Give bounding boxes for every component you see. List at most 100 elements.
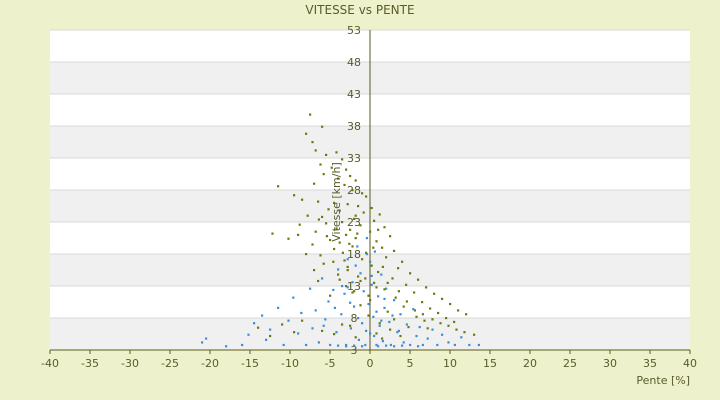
data-point	[343, 292, 346, 295]
x-tick-label: -25	[161, 357, 179, 370]
data-point	[431, 328, 434, 331]
plot-background	[50, 29, 690, 351]
data-point	[225, 345, 228, 348]
data-point	[343, 183, 346, 187]
data-point	[455, 328, 458, 331]
data-point	[277, 185, 280, 188]
data-point	[354, 179, 357, 182]
data-point	[361, 258, 364, 261]
data-point	[362, 211, 365, 214]
data-point	[429, 307, 432, 310]
data-point	[348, 242, 351, 245]
data-point	[437, 311, 440, 315]
data-point	[377, 228, 380, 231]
data-point	[465, 313, 468, 316]
x-tick-label: -35	[81, 357, 99, 370]
chart-title: VITESSE vs PENTE	[305, 3, 414, 17]
data-point	[305, 343, 308, 347]
data-point	[405, 283, 408, 286]
data-points	[201, 113, 480, 348]
data-point	[205, 337, 208, 340]
data-point	[271, 232, 274, 235]
data-point	[468, 343, 471, 347]
data-point	[349, 324, 352, 327]
data-point	[329, 343, 332, 347]
data-point	[337, 273, 340, 276]
data-point	[370, 206, 373, 210]
x-tick-label: 5	[407, 357, 414, 370]
data-point	[354, 264, 357, 267]
data-point	[349, 301, 352, 304]
data-point	[373, 281, 376, 284]
data-point	[396, 331, 399, 334]
y-tick-label: 33	[347, 152, 361, 165]
data-point	[402, 341, 405, 344]
data-point	[346, 203, 349, 206]
data-point	[367, 314, 370, 317]
x-axis-ticks: -40 -35 -30 -25 -20 -15 -10 -5 0 5 10 15 20 25 30 35 40	[41, 350, 697, 370]
x-tick-label: -15	[241, 357, 259, 370]
data-point	[369, 230, 372, 233]
y-tick-label: 8	[351, 312, 358, 325]
data-point	[353, 290, 356, 293]
x-axis-title: Pente [%]	[636, 374, 690, 387]
data-point	[297, 332, 300, 335]
data-point	[313, 182, 316, 185]
data-point	[337, 177, 340, 180]
data-point	[477, 343, 480, 347]
data-point	[407, 325, 410, 329]
data-point	[365, 237, 368, 240]
y-axis-title: Vitesse [km/h]	[330, 162, 343, 242]
data-point	[357, 317, 360, 320]
y-tick-label: 23	[347, 216, 361, 229]
data-point	[332, 260, 335, 263]
data-point	[415, 315, 418, 318]
data-point	[329, 238, 332, 242]
data-point	[441, 333, 444, 336]
data-point	[372, 315, 375, 318]
data-point	[353, 344, 356, 347]
data-point	[388, 320, 391, 324]
data-point	[297, 233, 300, 236]
data-point	[265, 338, 268, 341]
data-point	[314, 149, 317, 152]
data-point	[281, 323, 284, 326]
data-point	[359, 304, 362, 307]
data-point	[378, 324, 381, 327]
data-point	[415, 334, 418, 338]
data-point	[447, 324, 450, 327]
data-point	[343, 259, 346, 262]
data-point	[341, 323, 344, 326]
data-point	[313, 269, 316, 272]
data-point	[370, 264, 373, 267]
data-point	[346, 269, 349, 272]
data-point	[365, 329, 368, 332]
data-point	[405, 323, 408, 326]
data-point	[340, 313, 343, 316]
data-point	[364, 343, 367, 347]
data-point	[394, 296, 397, 299]
data-point	[361, 345, 364, 348]
data-point	[361, 322, 364, 325]
data-point	[354, 237, 357, 240]
data-point	[441, 297, 444, 300]
data-point	[393, 299, 396, 302]
data-point	[277, 306, 280, 309]
data-point	[381, 265, 384, 268]
data-point	[301, 319, 304, 322]
x-tick-label: 35	[643, 357, 657, 370]
x-tick-label: 30	[603, 357, 617, 370]
x-tick-label: 15	[483, 357, 497, 370]
data-point	[397, 290, 400, 293]
data-point	[306, 214, 309, 217]
data-point	[322, 262, 325, 265]
data-point	[346, 258, 349, 261]
data-point	[293, 331, 296, 334]
data-point	[453, 343, 456, 347]
data-point	[375, 332, 378, 335]
data-point	[362, 290, 365, 293]
data-point	[378, 213, 381, 216]
data-point	[389, 343, 392, 347]
data-point	[457, 309, 460, 312]
